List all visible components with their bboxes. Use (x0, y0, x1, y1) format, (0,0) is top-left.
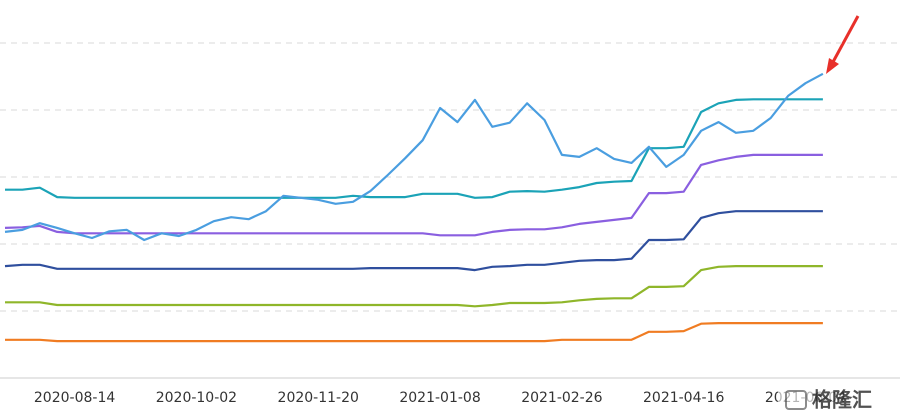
x-tick-label: 2020-08-14 (34, 390, 115, 406)
x-tick-label: 2021-01-08 (399, 390, 480, 406)
watermark-logo (785, 390, 807, 410)
watermark-text: 格隆汇 (812, 388, 872, 412)
series-line (5, 98, 823, 199)
series-line (5, 265, 823, 308)
x-tick-label: 2021-04-16 (643, 390, 724, 406)
series-line (4, 153, 823, 237)
series-line (5, 322, 823, 343)
x-tick-label: 2020-11-20 (278, 390, 359, 406)
series-line (4, 210, 823, 272)
plot: 2020-06-262020-08-142020-10-022020-11-20… (0, 42, 900, 415)
x-tick-label: 2021-02-26 (521, 390, 602, 406)
arrow-head (826, 58, 839, 74)
arrow (831, 15, 860, 63)
watermark: 格隆汇 (778, 385, 900, 415)
series-line (4, 72, 824, 242)
x-tick-label: 2020-10-02 (156, 390, 237, 406)
